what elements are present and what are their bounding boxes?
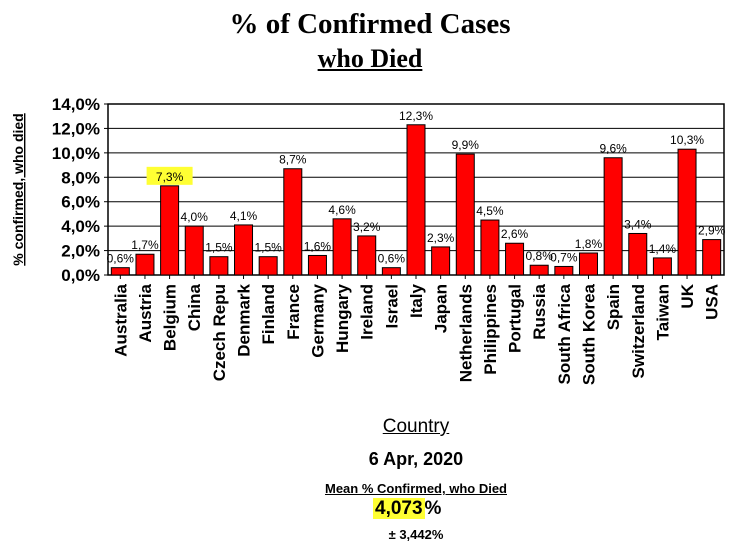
- x-tick-label: Russia: [530, 283, 549, 339]
- data-label: 12,3%: [399, 109, 433, 123]
- bar: [135, 253, 155, 276]
- bar: [603, 157, 623, 276]
- y-tick-label: 12,0%: [52, 119, 100, 138]
- data-label: 1,5%: [205, 241, 233, 255]
- mean-value-number: 4,073: [373, 498, 425, 519]
- data-label: 3,2%: [353, 220, 381, 234]
- data-label: 10,3%: [670, 133, 704, 147]
- bar: [578, 252, 598, 276]
- bar: [652, 257, 672, 276]
- data-label: 0,6%: [378, 252, 406, 266]
- y-tick-label: 8,0%: [61, 168, 100, 187]
- std-dev-label: ± 3,442%: [388, 527, 444, 542]
- data-label: 1,5%: [254, 241, 282, 255]
- y-tick-label: 14,0%: [52, 95, 100, 114]
- x-tick-label: Australia: [111, 283, 130, 356]
- data-label: 8,7%: [279, 153, 307, 167]
- bar: [307, 254, 327, 276]
- y-tick-label: 4,0%: [61, 217, 100, 236]
- x-tick-label: Finland: [259, 284, 278, 344]
- data-label: 1,4%: [649, 242, 677, 256]
- bar: [702, 239, 722, 276]
- x-axis-title: Country: [382, 416, 450, 437]
- date-label: 6 Apr, 2020: [368, 449, 464, 469]
- bar: [160, 185, 180, 276]
- bar: [258, 256, 278, 276]
- data-label: 0,7%: [550, 250, 578, 264]
- x-tick-label: Portugal: [506, 284, 525, 353]
- data-label: 9,9%: [452, 138, 480, 152]
- data-label: 2,9%: [698, 224, 726, 238]
- bar: [406, 124, 426, 276]
- data-label: 7,3%: [156, 170, 184, 184]
- x-tick-label: France: [284, 284, 303, 340]
- bar: [332, 218, 352, 276]
- x-tick-label: Japan: [432, 284, 451, 333]
- mean-label: Mean % Confirmed, who Died: [324, 481, 507, 496]
- y-tick-label: 2,0%: [61, 242, 100, 261]
- x-tick-label: China: [185, 283, 204, 331]
- x-tick-label: Austria: [136, 283, 155, 342]
- x-tick-label: Hungary: [333, 283, 352, 353]
- bar: [505, 242, 525, 276]
- bar: [455, 153, 475, 276]
- bar: [431, 246, 451, 276]
- y-tick-label: 10,0%: [52, 144, 100, 163]
- bar: [381, 267, 401, 276]
- bar: [480, 219, 500, 276]
- x-tick-label: UK: [678, 283, 697, 308]
- x-tick-label: Netherlands: [456, 284, 475, 382]
- x-tick-label: Czech Repu: [210, 284, 229, 381]
- x-tick-label: Ireland: [358, 284, 377, 340]
- data-label: 0,8%: [526, 249, 554, 263]
- y-tick-label: 6,0%: [61, 193, 100, 212]
- mean-value-suffix: %: [424, 498, 442, 519]
- data-label: 1,6%: [304, 239, 332, 253]
- bar: [529, 264, 549, 276]
- x-tick-label: USA: [703, 284, 722, 320]
- data-label: 9,6%: [599, 142, 627, 156]
- x-tick-label: Israel: [382, 284, 401, 328]
- data-label: 2,3%: [427, 231, 455, 245]
- x-tick-label: Italy: [407, 283, 426, 318]
- x-tick-label: South Africa: [555, 283, 574, 384]
- data-label: 3,4%: [624, 217, 652, 231]
- bar: [184, 225, 204, 276]
- x-tick-label: Germany: [308, 283, 327, 357]
- bar: [234, 224, 254, 276]
- bar: [209, 256, 229, 276]
- bar: [628, 232, 648, 276]
- data-label: 2,6%: [501, 227, 529, 241]
- data-label: 4,0%: [181, 210, 209, 224]
- x-tick-label: Spain: [604, 284, 623, 330]
- data-label: 4,6%: [328, 203, 356, 217]
- bar: [110, 267, 130, 276]
- y-axis-title: % confirmed, who died: [10, 113, 26, 265]
- bar: [283, 168, 303, 276]
- chart-subtitle: who Died: [317, 44, 423, 73]
- x-tick-label: Switzerland: [629, 284, 648, 378]
- data-label: 4,1%: [230, 209, 258, 223]
- data-label: 4,5%: [476, 204, 504, 218]
- x-tick-label: Philippines: [481, 284, 500, 375]
- mean-value: 4,073%: [373, 498, 441, 520]
- data-label-highlight: [146, 166, 193, 185]
- x-tick-label: Taiwan: [653, 284, 672, 340]
- x-tick-label: Belgium: [161, 284, 180, 351]
- bar: [554, 265, 574, 276]
- bar: [677, 148, 697, 276]
- bar: [357, 235, 377, 276]
- data-label: 0,6%: [107, 252, 135, 266]
- x-tick-label: South Korea: [579, 283, 598, 385]
- data-label: 1,8%: [575, 237, 603, 251]
- y-tick-label: 0,0%: [61, 266, 100, 285]
- data-label: 1,7%: [131, 238, 159, 252]
- x-tick-label: Denmark: [235, 283, 254, 356]
- chart-title: % of Confirmed Cases: [229, 8, 511, 40]
